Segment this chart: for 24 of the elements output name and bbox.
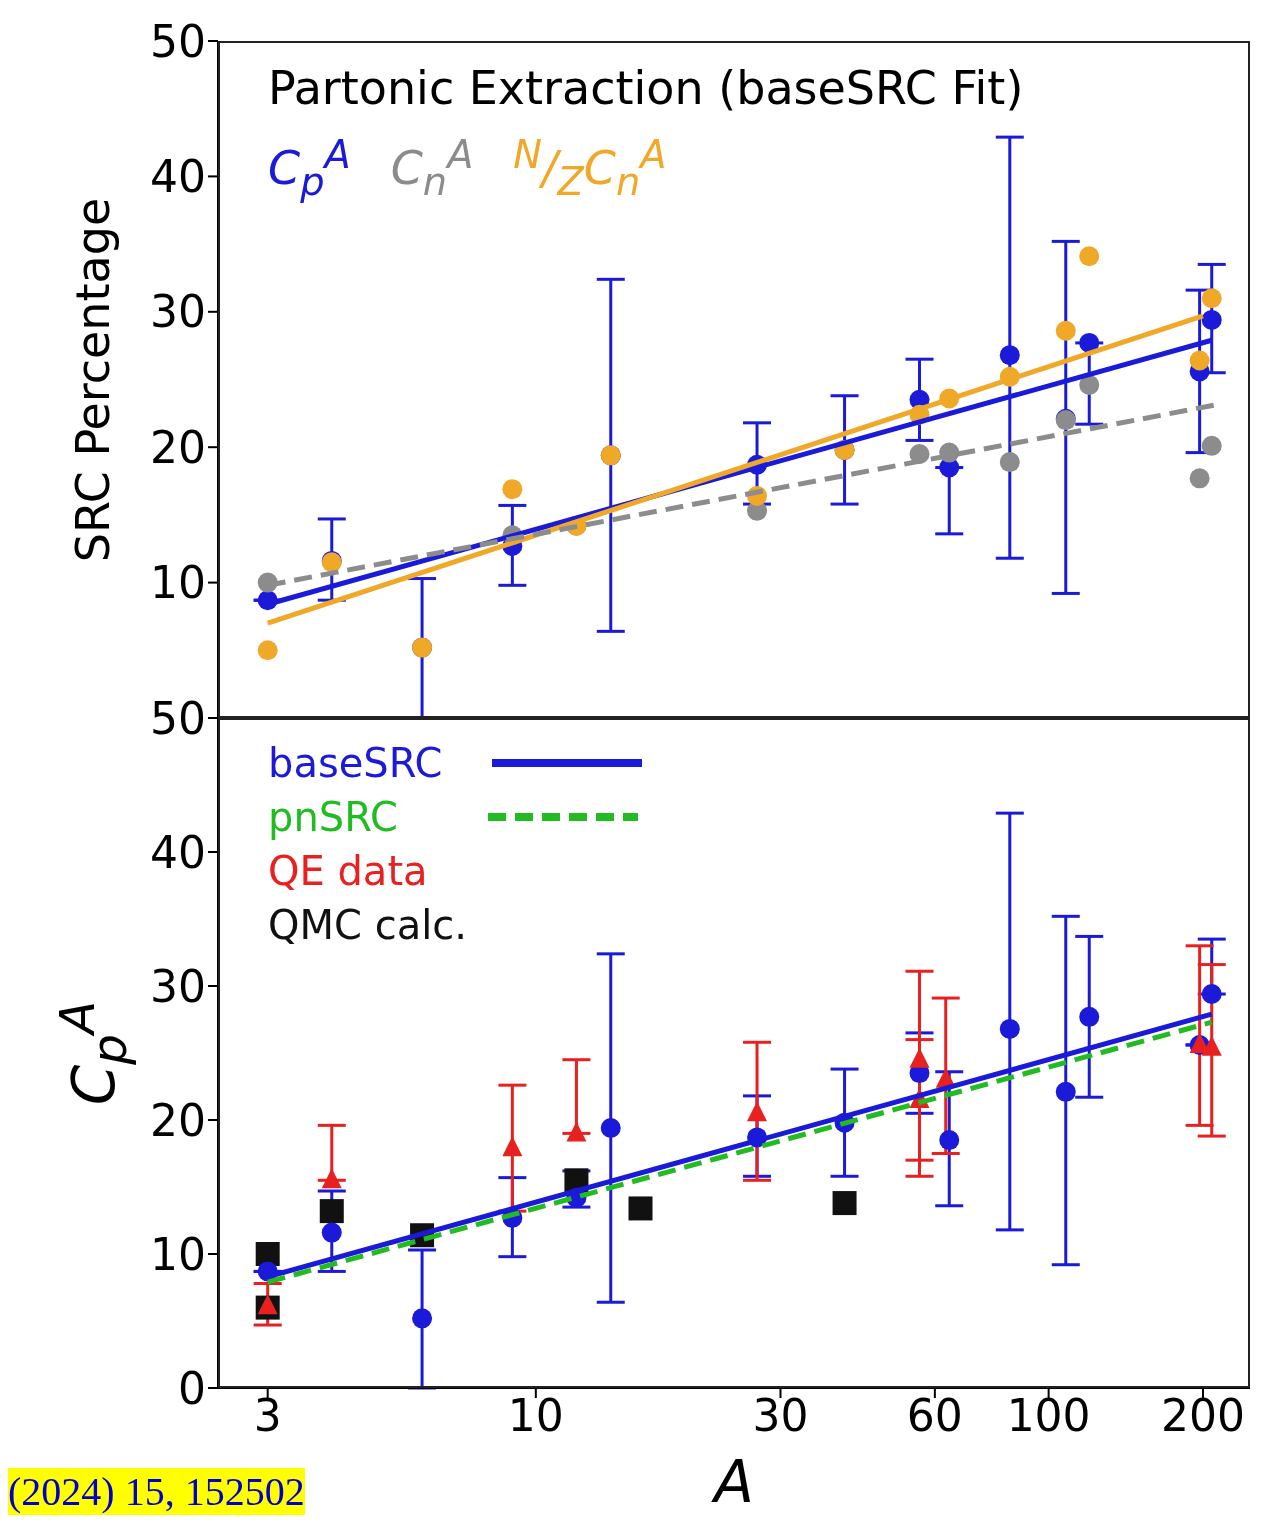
y-tick-label: 10 [150, 557, 206, 609]
y-tick-label: 50 [150, 15, 206, 67]
y-tick-label: 0 [178, 1362, 206, 1414]
legend-label: baseSRC [268, 739, 443, 788]
y-tick-label: 40 [150, 151, 206, 203]
text: (2024) 15, 152502 [8, 1468, 305, 1515]
y-tick-label: 20 [150, 421, 206, 473]
x-tick-label: 60 [906, 1390, 963, 1442]
y-tick-label: 40 [150, 826, 206, 878]
y-tick-label: 30 [150, 960, 206, 1012]
text: Partonic Extraction (baseSRC Fit) [268, 61, 1024, 115]
y-tick-label: 30 [150, 286, 206, 338]
y-tick-label: 20 [150, 1094, 206, 1146]
x-tick-label: 100 [1006, 1390, 1091, 1442]
x-tick-label: 10 [507, 1390, 564, 1442]
x-tick-label: 3 [253, 1390, 282, 1442]
y-axis-title: SRC Percentage [66, 197, 120, 562]
y-tick-label: 50 [150, 692, 206, 744]
x-tick-label: 200 [1161, 1390, 1245, 1442]
y-tick-label: 10 [150, 1228, 206, 1280]
text: QMC calc. [268, 901, 467, 950]
legend-label: pnSRC [268, 793, 399, 842]
text: QE data [268, 847, 429, 896]
x-tick-label: 30 [752, 1390, 809, 1442]
